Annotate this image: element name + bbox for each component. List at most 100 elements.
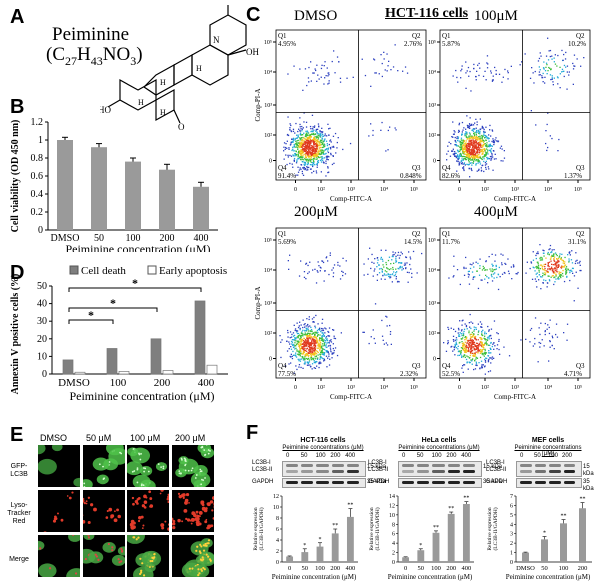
x-tick-label: 10² <box>481 187 489 193</box>
panel-c-title: HCT-116 cells <box>385 6 469 21</box>
blot-lane-label: 100 <box>431 453 442 459</box>
blot-conc-header: Peiminine concentrations (μM) <box>398 445 480 451</box>
lc3b-expression-chart: 0 2 4 6 8 10 12 14 0 * 50 ** 100 ** 200 ** 400Peiminine … <box>369 494 474 581</box>
y-tick-label: 10³ <box>428 301 436 307</box>
x-tick-label: DMSO <box>58 377 90 389</box>
blot-label-gapdh: GAPDH <box>252 479 274 485</box>
y-tick-label: 12 <box>389 503 395 509</box>
y-tick-label: 0 <box>276 560 279 566</box>
band-lc3b-i <box>447 464 460 467</box>
blot-lane-label: 50 <box>534 453 541 459</box>
q4-value: 82.6% <box>442 172 460 180</box>
blot-cell-title: MEF cells <box>531 437 565 444</box>
y-tick-label: 2 <box>276 549 279 555</box>
blot-label-lc3b-i: LC3B-I <box>368 460 387 466</box>
q4-label: Q4 <box>278 164 287 172</box>
blot-label-lc3b-ii: LC3B-II <box>368 467 389 473</box>
band-lc3b-ii <box>417 470 430 473</box>
bar <box>125 161 141 230</box>
y-tick-label: 4 <box>392 541 395 547</box>
x-tick-label: 10⁵ <box>410 385 418 391</box>
sig-bracket <box>68 319 114 324</box>
x-tick-label: 100 <box>315 565 325 572</box>
y-tick-label: 0 <box>42 369 47 380</box>
y-tick-label: 10² <box>264 331 272 337</box>
y-axis-label-line1: Relative expression <box>487 507 493 550</box>
x-tick-label: 10⁵ <box>410 187 418 193</box>
x-axis-label: Peiminine concentration (μM) <box>272 573 357 581</box>
q3-label: Q3 <box>412 164 421 172</box>
sig-star: * <box>319 537 322 543</box>
x-axis-title: Comp-FITC-A <box>494 393 536 401</box>
band-gapdh <box>520 481 532 484</box>
band-lc3b-i <box>563 464 575 467</box>
band-lc3b-i <box>462 464 475 467</box>
blot-lane-label: 50 <box>300 453 308 459</box>
y-tick-label: 14 <box>389 494 395 500</box>
y-tick-label: 1.2 <box>31 117 44 128</box>
sig-star: * <box>303 543 306 549</box>
bar <box>402 557 410 562</box>
x-tick-label: 200 <box>154 377 171 389</box>
band-lc3b-i <box>520 464 532 467</box>
band-lc3b-ii <box>432 470 445 473</box>
x-tick-label: 400 <box>462 565 472 572</box>
band-lc3b-ii <box>346 470 359 473</box>
band-lc3b-ii <box>286 470 299 473</box>
y-tick-label: 10² <box>264 133 272 139</box>
x-tick-label: 400 <box>194 233 209 244</box>
y-axis-label: Annexin V positive cells (%) <box>10 274 21 395</box>
x-tick-label: 10³ <box>347 187 355 193</box>
y-tick-label: 30 <box>37 316 47 327</box>
band-gapdh <box>286 481 299 484</box>
band-lc3b-i <box>346 464 359 467</box>
y-tick-label: 7 <box>510 494 513 500</box>
y-tick-label: 0 <box>269 159 272 165</box>
x-axis-label: Peiminine concentration (μM) <box>388 573 473 581</box>
band-gapdh <box>331 481 344 484</box>
bar <box>462 504 470 562</box>
micrograph-panel <box>127 445 169 487</box>
q2-value: 31.1% <box>568 238 586 246</box>
y-tick-label: 10 <box>273 505 279 511</box>
x-tick-label: 10⁵ <box>574 187 582 193</box>
bar <box>74 371 86 375</box>
x-tick-label: 100 <box>431 565 441 572</box>
x-tick-label: 50 <box>541 565 548 572</box>
y-tick-label: 10⁴ <box>264 268 272 274</box>
x-axis-label: Peiminine concentration (μM) <box>506 573 591 581</box>
y-tick-label: 8 <box>392 522 395 528</box>
svg-text:H: H <box>196 64 202 73</box>
blot-lane-label: 100 <box>315 453 326 459</box>
band-lc3b-ii <box>520 470 532 473</box>
x-tick-label: 50 <box>94 233 104 244</box>
q1-value: 11.7% <box>442 238 460 246</box>
q1-value: 5.69% <box>278 238 296 246</box>
legend-swatch <box>69 265 79 275</box>
x-tick-label: 10³ <box>511 187 519 193</box>
blot-lane-label: 0 <box>286 453 290 459</box>
band-lc3b-i <box>316 464 329 467</box>
micrograph-panel <box>127 535 169 577</box>
y-axis-label-line2: (LC3B-II/GAPDH) <box>258 507 265 550</box>
sig-bracket <box>68 287 202 292</box>
blot-lane-label: 400 <box>345 453 356 459</box>
q1-label: Q1 <box>278 32 287 40</box>
flow-plot: 0 0 10² 10² 10³ 10³ 10⁴ 10⁴ 10⁵ 10⁵ Q15.87% Q210.2%… <box>428 29 591 203</box>
plot-frame <box>275 227 427 379</box>
y-tick-label: 0.4 <box>31 189 44 200</box>
x-tick-label: 0 <box>404 565 407 572</box>
y-tick-label: 10 <box>37 351 47 362</box>
y-tick-label: 2 <box>392 551 395 557</box>
micrograph-panel <box>38 535 80 577</box>
blot-label-lc3b-ii: LC3B-II <box>486 467 507 473</box>
band-gapdh <box>432 481 445 484</box>
x-tick-label: 10³ <box>511 385 519 391</box>
y-tick-label: 1 <box>510 551 513 557</box>
x-tick-label: 200 <box>446 565 456 572</box>
q3-label: Q3 <box>576 164 585 172</box>
band-lc3b-i <box>402 464 415 467</box>
micrograph-panel <box>172 445 214 487</box>
band-lc3b-ii <box>549 470 561 473</box>
